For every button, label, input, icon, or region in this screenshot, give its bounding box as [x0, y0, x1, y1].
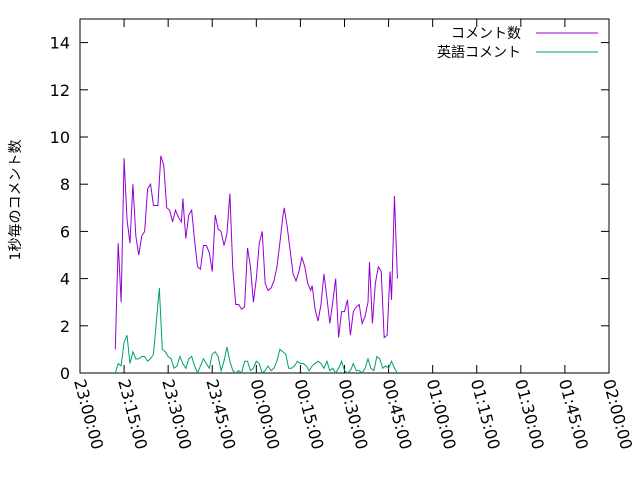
y-axis-label: 1秒毎のコメント数 [8, 140, 24, 261]
x-axis: 23:00:00 23:15:00 23:30:00 23:45:00 00:00:00… [70, 19, 636, 451]
x-tick-label: 01:30:00 [511, 377, 548, 451]
y-tick-label: 2 [60, 317, 70, 336]
y-tick-label: 14 [50, 34, 70, 53]
x-tick-label: 00:00:00 [246, 377, 283, 451]
x-tick-label: 23:15:00 [114, 377, 151, 451]
series-lines [114, 155, 398, 375]
y-tick-label: 12 [50, 81, 70, 100]
x-tick-label: 02:00:00 [599, 377, 636, 451]
x-tick-label: 00:45:00 [379, 377, 416, 451]
y-tick-label: 4 [60, 270, 70, 289]
y-tick-label: 10 [50, 128, 70, 147]
y-tick-label: 0 [60, 364, 70, 383]
x-tick-label: 23:45:00 [202, 377, 239, 451]
x-tick-label: 01:00:00 [423, 377, 460, 451]
y-tick-label: 6 [60, 222, 70, 241]
series-line-1 [114, 287, 398, 375]
x-tick-label: 01:15:00 [467, 377, 504, 451]
x-tick-label: 00:15:00 [291, 377, 328, 451]
series-line-0 [114, 155, 398, 350]
plot-frame [79, 18, 610, 374]
x-tick-label: 23:30:00 [158, 377, 195, 451]
y-axis: 0 2 4 6 8 10 12 14 [50, 34, 609, 383]
x-tick-label: 23:00:00 [70, 377, 107, 451]
legend-label: コメント数 [451, 26, 521, 42]
y-tick-label: 8 [60, 175, 70, 194]
x-tick-label: 00:30:00 [335, 377, 372, 451]
legend-label: 英語コメント [437, 44, 521, 61]
x-tick-label: 01:45:00 [555, 377, 592, 451]
